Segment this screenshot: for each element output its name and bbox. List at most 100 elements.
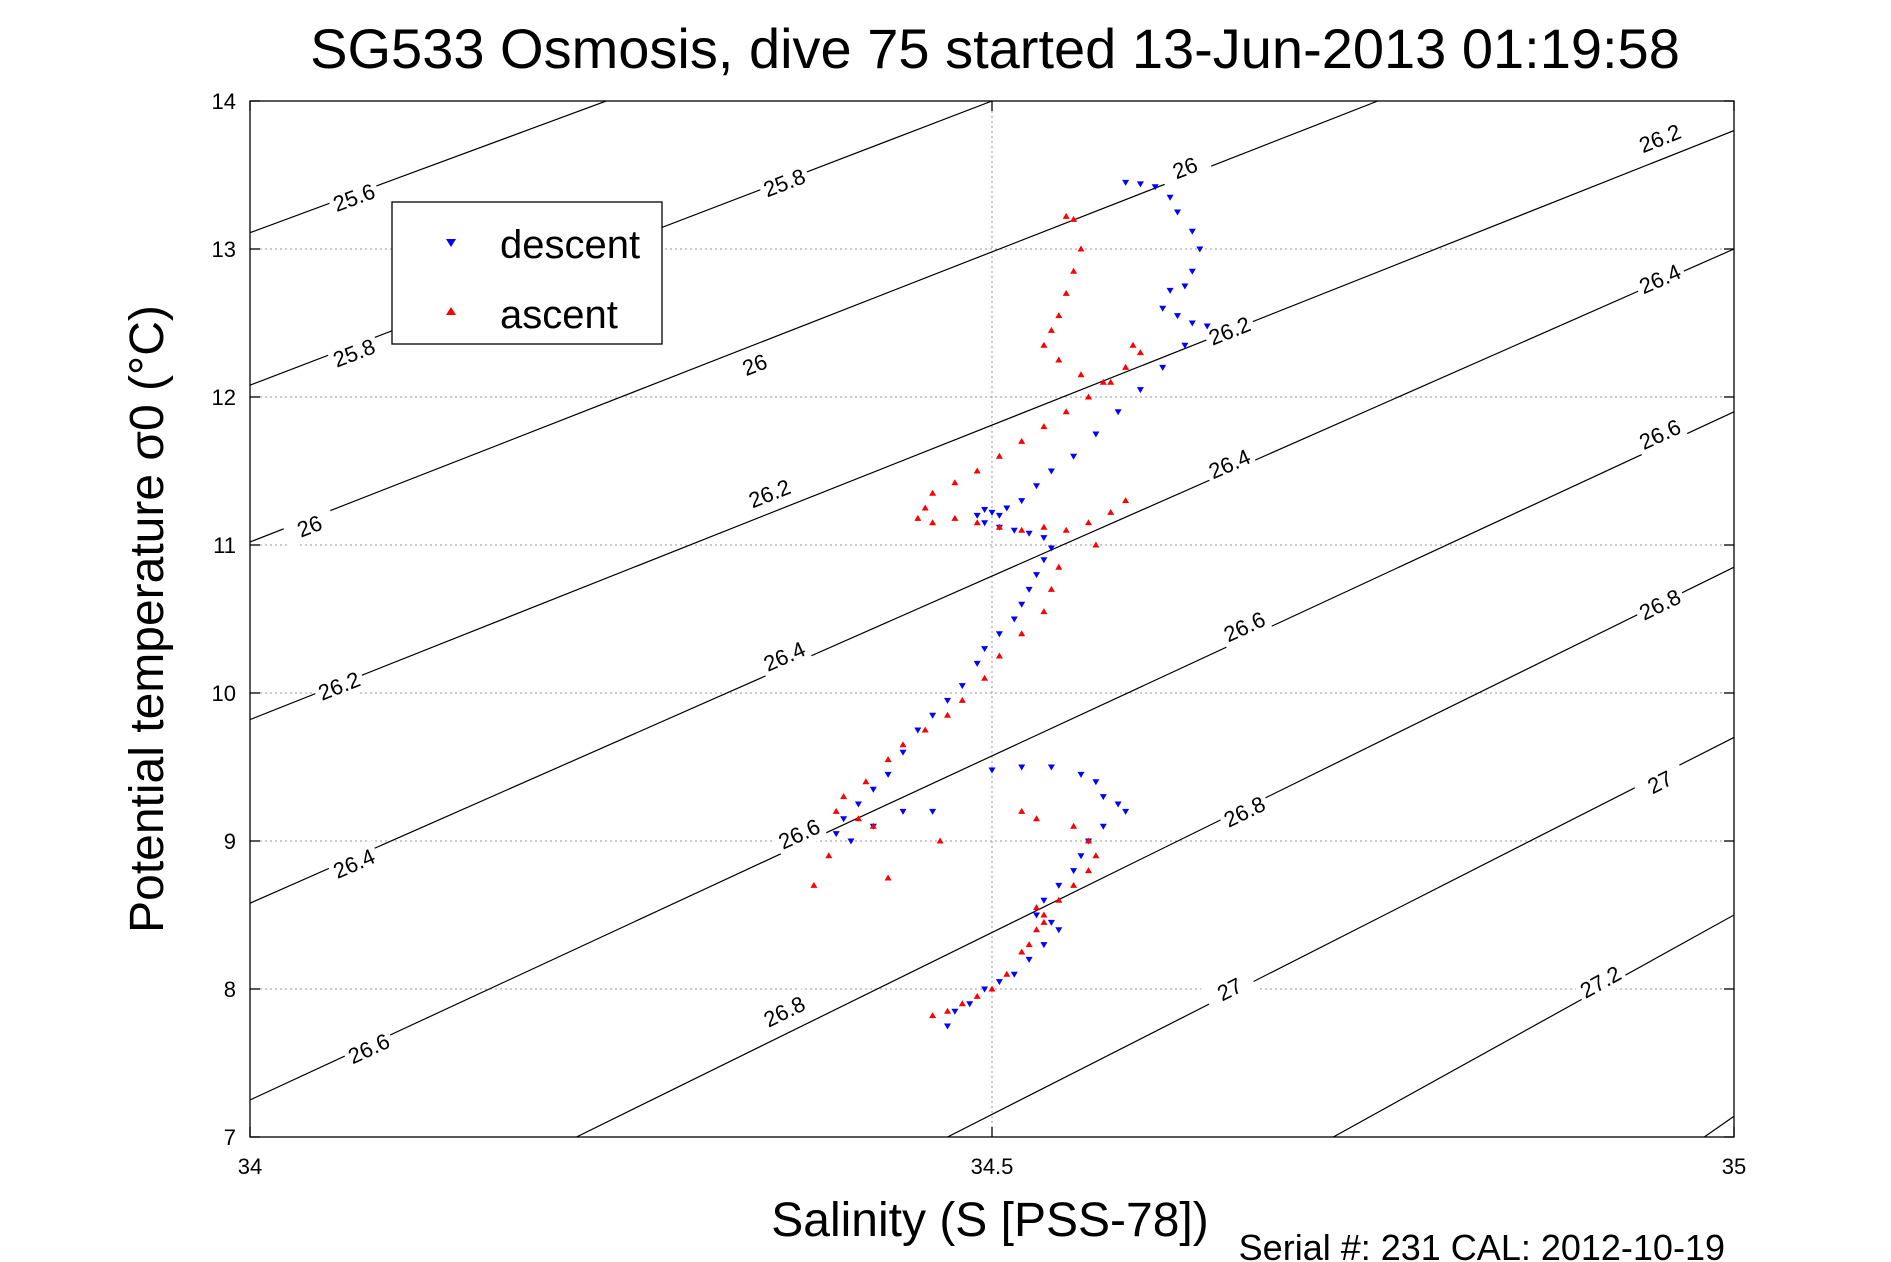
ascent-point [914,514,922,521]
ascent-point [1025,941,1033,948]
descent-point [1040,557,1048,564]
ascent-point [1055,896,1063,903]
descent-point [1174,209,1181,216]
ascent-point [981,674,989,681]
descent-point [1003,505,1011,512]
ascent-point [1018,630,1026,637]
ascent-point [1040,918,1048,925]
ascent-point [862,778,870,785]
descent-point [1159,364,1167,371]
contour-label-bg [1631,580,1689,628]
descent-point [847,838,855,845]
descent-point [1018,498,1026,505]
contour-label-bg [1215,787,1273,835]
legend-ascent-marker [446,307,456,315]
descent-point [1077,771,1085,778]
descent-point [929,808,937,815]
ascent-point [1122,497,1130,504]
contour-label-bg [1200,440,1258,487]
descent-point [1188,228,1196,235]
descent-point [1070,868,1078,875]
ascent-point [951,479,959,486]
descent-point [899,749,907,756]
ascent-point [884,756,892,763]
ascent-point [1077,245,1085,252]
descent-point [1203,323,1211,330]
ascent-point [1040,341,1048,348]
contour-label-group: 26.6 [1215,603,1273,650]
descent-point [1040,535,1048,542]
contour-label-group: 25.8 [325,330,383,375]
descent-point [1136,387,1144,394]
ascent-point [1099,378,1107,385]
contour-label-bg [1156,145,1214,190]
data-points [810,179,1211,1030]
contour-label-bg [1631,758,1689,806]
ascent-point [1070,881,1078,888]
ascent-point [1062,526,1070,533]
ascent-point [1085,519,1092,526]
contour-label-bg [755,160,813,205]
descent-point [1040,942,1048,949]
descent-point [832,831,840,838]
contour-label-bg [755,633,813,679]
ascent-point [810,881,818,888]
contour-label-group: 26 [726,342,783,387]
y-tick-label: 12 [212,385,236,410]
contour-label-bg [770,810,828,857]
descent-point [1040,897,1048,904]
ascent-point [1018,437,1026,444]
sigma-contour-line [1703,1115,1734,1137]
descent-point [958,683,966,690]
y-axis-label: Potential temperature σ0 (°C) [121,305,174,933]
descent-point [1151,184,1159,191]
descent-point [1166,287,1174,294]
descent-point [981,520,989,527]
contour-label-group: 26 [281,503,338,548]
descent-point [1099,794,1107,801]
descent-point [973,512,981,519]
ascent-point [1136,349,1144,356]
y-tick-label: 8 [224,977,236,1002]
ascent-point [1018,807,1026,814]
contour-label-group: 27 [1200,965,1259,1013]
descent-point [1010,616,1018,623]
contour-label-group: 26.2 [1631,115,1689,161]
descent-point [1122,179,1130,186]
ascent-point [929,519,937,526]
descent-point [981,646,989,653]
contour-label-bg [1631,410,1689,458]
contour-label-bg [1571,957,1630,1006]
ascent-point [1003,970,1011,977]
sigma-contour-line [250,130,1734,721]
ascent-point [1085,867,1092,874]
x-tick-label: 34 [238,1154,262,1179]
descent-point [951,1008,959,1015]
contour-label-bg [340,1024,398,1072]
descent-point [1018,764,1026,771]
ascent-point [1040,523,1048,530]
descent-point [869,786,877,793]
ascent-point [1047,326,1055,333]
descent-point [944,697,951,704]
grid [250,101,1734,1137]
contour-label-group: 26.2 [1201,308,1258,353]
ascent-point [1055,563,1063,570]
descent-point [1188,320,1196,327]
legend-ascent-label: ascent [500,293,618,337]
descent-point [1174,313,1181,320]
ascent-point [973,992,981,999]
ascent-point [973,519,981,526]
ascent-point [1070,822,1078,829]
ascent-point [1085,837,1092,844]
contour-label-group: 27.2 [1571,957,1630,1006]
descent-point [995,631,1003,638]
ascent-point [1085,393,1092,400]
contour-label-group: 26 [1156,145,1214,190]
descent-point [1114,409,1122,416]
ascent-series [810,212,1144,1019]
ascent-point [1062,212,1070,219]
descent-point [1077,853,1085,860]
ascent-point [921,726,929,733]
contour-label-group: 26.8 [755,987,813,1035]
